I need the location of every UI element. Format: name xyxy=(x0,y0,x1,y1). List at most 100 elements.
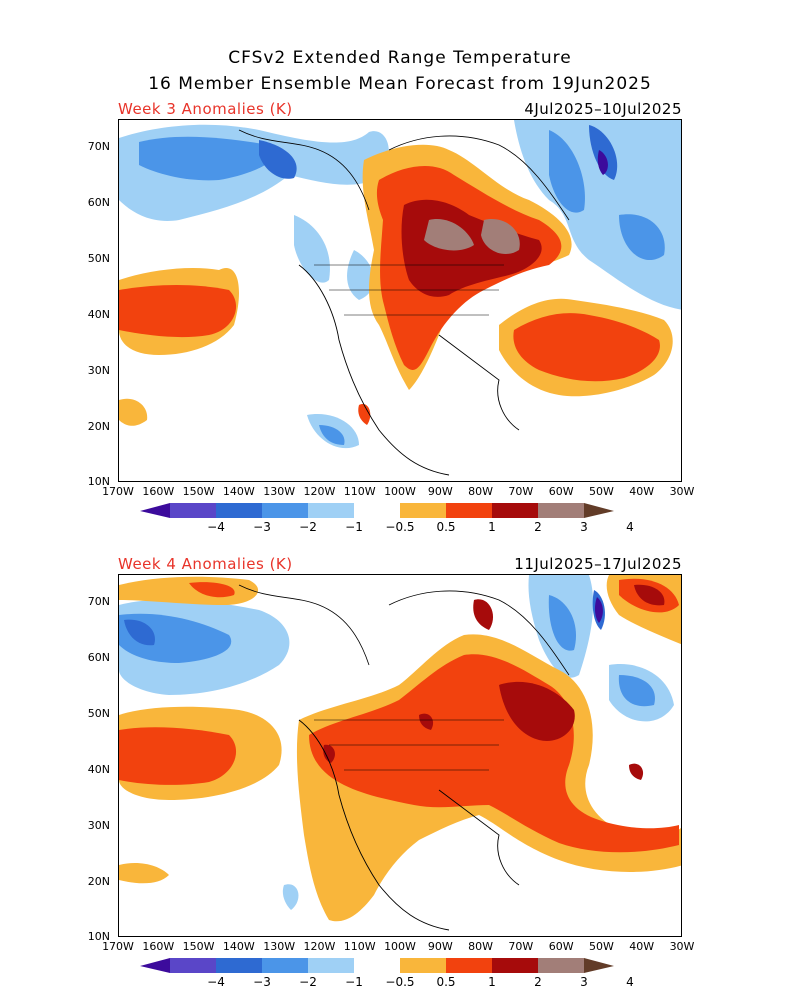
week3-lat-label: 60N xyxy=(87,196,110,209)
week3-lon-label: 150W xyxy=(182,485,215,498)
week4-lon-label: 110W xyxy=(343,940,376,953)
week3-colorbar-tick-label: 3 xyxy=(580,520,588,534)
week3-colorbar-tick-label: 1 xyxy=(488,520,496,534)
week4-colorbar-arrow-left xyxy=(140,958,170,973)
week3-lon-label: 140W xyxy=(222,485,255,498)
week4-lat-label: 40N xyxy=(87,763,110,776)
week3-colorbar-tick-label: −4 xyxy=(207,520,225,534)
week3-colorbar-segment xyxy=(538,503,584,518)
week4-colorbar-segment xyxy=(354,958,400,973)
week4-colorbar-tick-label: 0.5 xyxy=(436,975,456,989)
week3-colorbar-tick-label: −3 xyxy=(253,520,271,534)
week3-lon-label: 100W xyxy=(384,485,416,498)
week3-lat-label: 40N xyxy=(87,308,110,321)
week4-colorbar-segment xyxy=(308,958,354,973)
week4-lon-label: 30W xyxy=(669,940,695,953)
week3-colorbar-tick-label: 4 xyxy=(626,520,634,534)
week4-lat-label: 70N xyxy=(87,595,110,608)
week4-colorbar-tick-label: −4 xyxy=(207,975,225,989)
week4-lon-label: 70W xyxy=(508,940,534,953)
week4-colorbar-tick-label: 2 xyxy=(534,975,542,989)
week4-lat-label: 60N xyxy=(87,651,110,664)
week3-colorbar-arrow-right xyxy=(584,503,614,518)
week4-colorbar-tick-label: 1 xyxy=(488,975,496,989)
week3-lon-label: 60W xyxy=(548,485,574,498)
week3-colorbar-segment xyxy=(262,503,308,518)
week4-lat-label: 10N xyxy=(87,930,110,943)
week4-anomaly-field xyxy=(119,575,681,931)
chart-title-line2: 16 Member Ensemble Mean Forecast from 19… xyxy=(148,74,652,94)
week3-lon-label: 130W xyxy=(263,485,296,498)
week3-lat-label: 10N xyxy=(87,475,110,488)
week3-anomaly-field xyxy=(119,120,681,476)
week4-colorbar-segment xyxy=(492,958,538,973)
week4-lon-label: 60W xyxy=(548,940,574,953)
week4-lon-label: 170W xyxy=(102,940,134,953)
week4-colorbar-segment xyxy=(538,958,584,973)
week3-colorbar-tick-label: −0.5 xyxy=(385,520,415,534)
week3-colorbar-segment xyxy=(492,503,538,518)
week4-colorbar-tick-label: −0.5 xyxy=(385,975,415,989)
week4-colorbar-segment xyxy=(170,958,216,973)
week3-colorbar-tick-label: −2 xyxy=(299,520,317,534)
week4-label: Week 4 Anomalies (K) xyxy=(118,555,293,573)
week3-lat-label: 20N xyxy=(87,420,110,433)
week3-label: Week 3 Anomalies (K) xyxy=(118,100,293,118)
week4-lon-label: 90W xyxy=(427,940,453,953)
week4-colorbar-segment xyxy=(400,958,446,973)
week3-colorbar-tick-label: −1 xyxy=(345,520,363,534)
week3-lon-label: 120W xyxy=(303,485,336,498)
week3-lon-label: 70W xyxy=(508,485,534,498)
week3-colorbar-svg xyxy=(140,503,614,518)
week3-colorbar-tick-label: 0.5 xyxy=(436,520,456,534)
week3-colorbar-segment xyxy=(400,503,446,518)
week3-colorbar-segment xyxy=(170,503,216,518)
week4-lon-label: 130W xyxy=(263,940,296,953)
week3-colorbar-segment xyxy=(216,503,262,518)
week4-colorbar-tick-label: −3 xyxy=(253,975,271,989)
week4-lon-label: 120W xyxy=(303,940,336,953)
week3-anomaly-map xyxy=(118,119,682,482)
chart-title-line1: CFSv2 Extended Range Temperature xyxy=(228,48,572,68)
week4-lat-label: 30N xyxy=(87,819,110,832)
week4-colorbar-segment xyxy=(216,958,262,973)
week3-colorbar-segment xyxy=(354,503,400,518)
week4-dates: 11Jul2025–17Jul2025 xyxy=(514,555,682,573)
week3-colorbar-arrow-left xyxy=(140,503,170,518)
week4-colorbar-tick-label: −2 xyxy=(299,975,317,989)
week4-colorbar-segment xyxy=(262,958,308,973)
week3-dates: 4Jul2025–10Jul2025 xyxy=(524,100,682,118)
week4-lon-label: 40W xyxy=(629,940,655,953)
week4-lon-label: 140W xyxy=(222,940,255,953)
week4-lat-label: 50N xyxy=(87,707,110,720)
week3-lon-label: 40W xyxy=(629,485,655,498)
week3-lat-label: 30N xyxy=(87,364,110,377)
week3-lon-label: 30W xyxy=(669,485,695,498)
week3-colorbar-segment xyxy=(446,503,492,518)
week3-lon-label: 90W xyxy=(427,485,453,498)
week3-lon-label: 110W xyxy=(343,485,376,498)
week3-lon-label: 170W xyxy=(102,485,134,498)
week3-lat-label: 50N xyxy=(87,252,110,265)
week4-lat-label: 20N xyxy=(87,875,110,888)
week3-lon-label: 80W xyxy=(468,485,493,498)
week4-lon-label: 50W xyxy=(588,940,614,953)
week4-colorbar-segment xyxy=(446,958,492,973)
week4-colorbar-arrow-right xyxy=(584,958,614,973)
week4-anomaly-map xyxy=(118,574,682,937)
week4-lon-label: 80W xyxy=(468,940,493,953)
week4-colorbar-tick-label: 3 xyxy=(580,975,588,989)
week4-colorbar: −4 −3 −2 −1 −0.5 0.5 1 2 3 4 xyxy=(140,958,660,989)
week4-colorbar-tick-label: 4 xyxy=(626,975,634,989)
week4-colorbar-tick-label: −1 xyxy=(345,975,363,989)
week3-colorbar-tick-label: 2 xyxy=(534,520,542,534)
week4-lon-label: 160W xyxy=(142,940,175,953)
week3-colorbar: −4 −3 −2 −1 −0.5 0.5 1 2 3 4 xyxy=(140,503,660,534)
week4-lon-label: 150W xyxy=(182,940,215,953)
week3-lon-label: 50W xyxy=(588,485,614,498)
week3-lat-label: 70N xyxy=(87,140,110,153)
week3-colorbar-segment xyxy=(308,503,354,518)
week4-colorbar-svg xyxy=(140,958,614,973)
week4-lon-label: 100W xyxy=(384,940,416,953)
week3-lon-label: 160W xyxy=(142,485,175,498)
